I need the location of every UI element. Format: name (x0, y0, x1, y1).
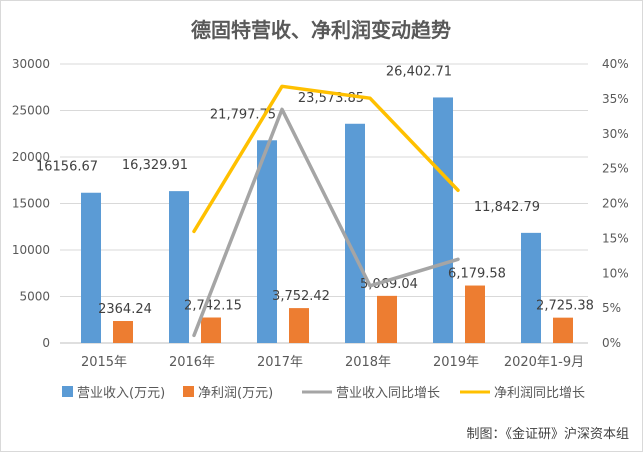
legend-profit-label: 净利润(万元) (198, 386, 273, 401)
y-right-tick-label: 10% (602, 266, 629, 280)
y-right-tick-label: 40% (602, 57, 629, 71)
y-left-tick-label: 15000 (12, 197, 50, 211)
revenue-growth-line (192, 107, 460, 338)
legend-revenue-label: 营业收入(万元) (77, 386, 165, 401)
revenue-bar (521, 232, 541, 343)
y-right-tick-label: 0% (602, 336, 621, 350)
profit-bar (113, 321, 133, 343)
legend-revenue-growth-label: 营业收入同比增长 (336, 386, 440, 401)
revenue-data-label: 26,402.71 (386, 64, 452, 79)
x-tick-label: 2018年 (345, 355, 391, 370)
legend-profit-swatch (183, 386, 194, 397)
revenue-data-label: 21,797.75 (210, 107, 276, 122)
profit-data-label: 5,069.04 (360, 277, 418, 292)
revenue-data-label: 11,842.79 (474, 200, 540, 215)
y-right-tick-label: 5% (602, 301, 621, 315)
profit-growth-line (192, 84, 460, 234)
y-right-tick-label: 20% (602, 197, 629, 211)
y-left-tick-label: 5000 (19, 290, 50, 304)
x-tick-label: 2019年 (433, 355, 479, 370)
revenue-bar (257, 140, 277, 343)
profit-bar (465, 285, 485, 343)
y-right-tick-label: 15% (602, 231, 629, 245)
y-right-tick-label: 35% (602, 92, 629, 106)
chart-credit: 制图：《金证研》沪深资本组 (466, 427, 629, 442)
profit-bar (377, 295, 397, 343)
y-left-tick-label: 10000 (12, 243, 50, 257)
x-tick-label: 2020年1-9月 (504, 355, 584, 370)
chart-title: 德固特营收、净利润变动趋势 (191, 18, 451, 42)
x-tick-label: 2017年 (257, 355, 303, 370)
profit-bar (201, 317, 221, 343)
profit-bar (289, 308, 309, 343)
y-right-tick-label: 25% (602, 162, 629, 176)
profit-data-label: 3,752.42 (272, 289, 330, 304)
revenue-data-label: 16156.67 (36, 160, 98, 175)
y-left-tick-label: 30000 (12, 57, 50, 71)
profit-bar (553, 317, 573, 343)
x-tick-label: 2015年 (81, 355, 127, 370)
revenue-bar (81, 192, 101, 343)
revenue-bar (345, 123, 365, 344)
y-right-tick-label: 30% (602, 127, 629, 141)
legend-profit-growth-label: 净利润同比增长 (494, 386, 585, 401)
profit-data-label: 2,742.15 (184, 298, 242, 313)
profit-data-label: 6,179.58 (448, 267, 506, 282)
revenue-data-label: 16,329.91 (122, 158, 188, 173)
revenue-bar (433, 97, 453, 343)
revenue-bar (169, 191, 189, 343)
legend-revenue-swatch (62, 386, 73, 397)
y-left-tick-label: 25000 (12, 104, 50, 118)
profit-data-label: 2364.24 (98, 302, 152, 317)
profit-data-label: 2,725.38 (536, 299, 594, 314)
y-left-tick-label: 20000 (12, 150, 50, 164)
x-tick-label: 2016年 (169, 355, 215, 370)
y-left-tick-label: 0 (42, 336, 50, 350)
